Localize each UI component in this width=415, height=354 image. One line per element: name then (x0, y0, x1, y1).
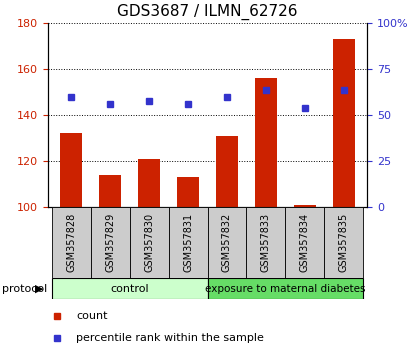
Text: GSM357833: GSM357833 (261, 213, 271, 272)
Bar (333, 39, 354, 207)
Text: GSM357835: GSM357835 (339, 213, 349, 272)
Text: exposure to maternal diabetes: exposure to maternal diabetes (205, 284, 366, 293)
FancyBboxPatch shape (286, 207, 325, 278)
FancyBboxPatch shape (208, 207, 247, 278)
Text: percentile rank within the sample: percentile rank within the sample (76, 332, 264, 343)
Text: ▶: ▶ (35, 284, 44, 293)
Bar (216, 136, 238, 207)
FancyBboxPatch shape (208, 278, 364, 299)
Bar (294, 205, 316, 207)
Text: GSM357830: GSM357830 (144, 213, 154, 272)
Text: GSM357832: GSM357832 (222, 213, 232, 272)
Text: GSM357828: GSM357828 (66, 213, 76, 272)
FancyBboxPatch shape (129, 207, 168, 278)
FancyBboxPatch shape (168, 207, 208, 278)
Text: GSM357829: GSM357829 (105, 213, 115, 272)
Bar (177, 177, 199, 207)
FancyBboxPatch shape (51, 207, 90, 278)
Bar (138, 159, 160, 207)
Text: GSM357834: GSM357834 (300, 213, 310, 272)
FancyBboxPatch shape (51, 278, 208, 299)
Bar (61, 133, 82, 207)
Text: GSM357831: GSM357831 (183, 213, 193, 272)
Text: count: count (76, 311, 108, 321)
Text: control: control (110, 284, 149, 293)
Title: GDS3687 / ILMN_62726: GDS3687 / ILMN_62726 (117, 4, 298, 20)
Text: protocol: protocol (2, 284, 47, 293)
FancyBboxPatch shape (325, 207, 364, 278)
FancyBboxPatch shape (90, 207, 129, 278)
Bar (255, 78, 277, 207)
FancyBboxPatch shape (247, 207, 286, 278)
Bar (99, 175, 121, 207)
